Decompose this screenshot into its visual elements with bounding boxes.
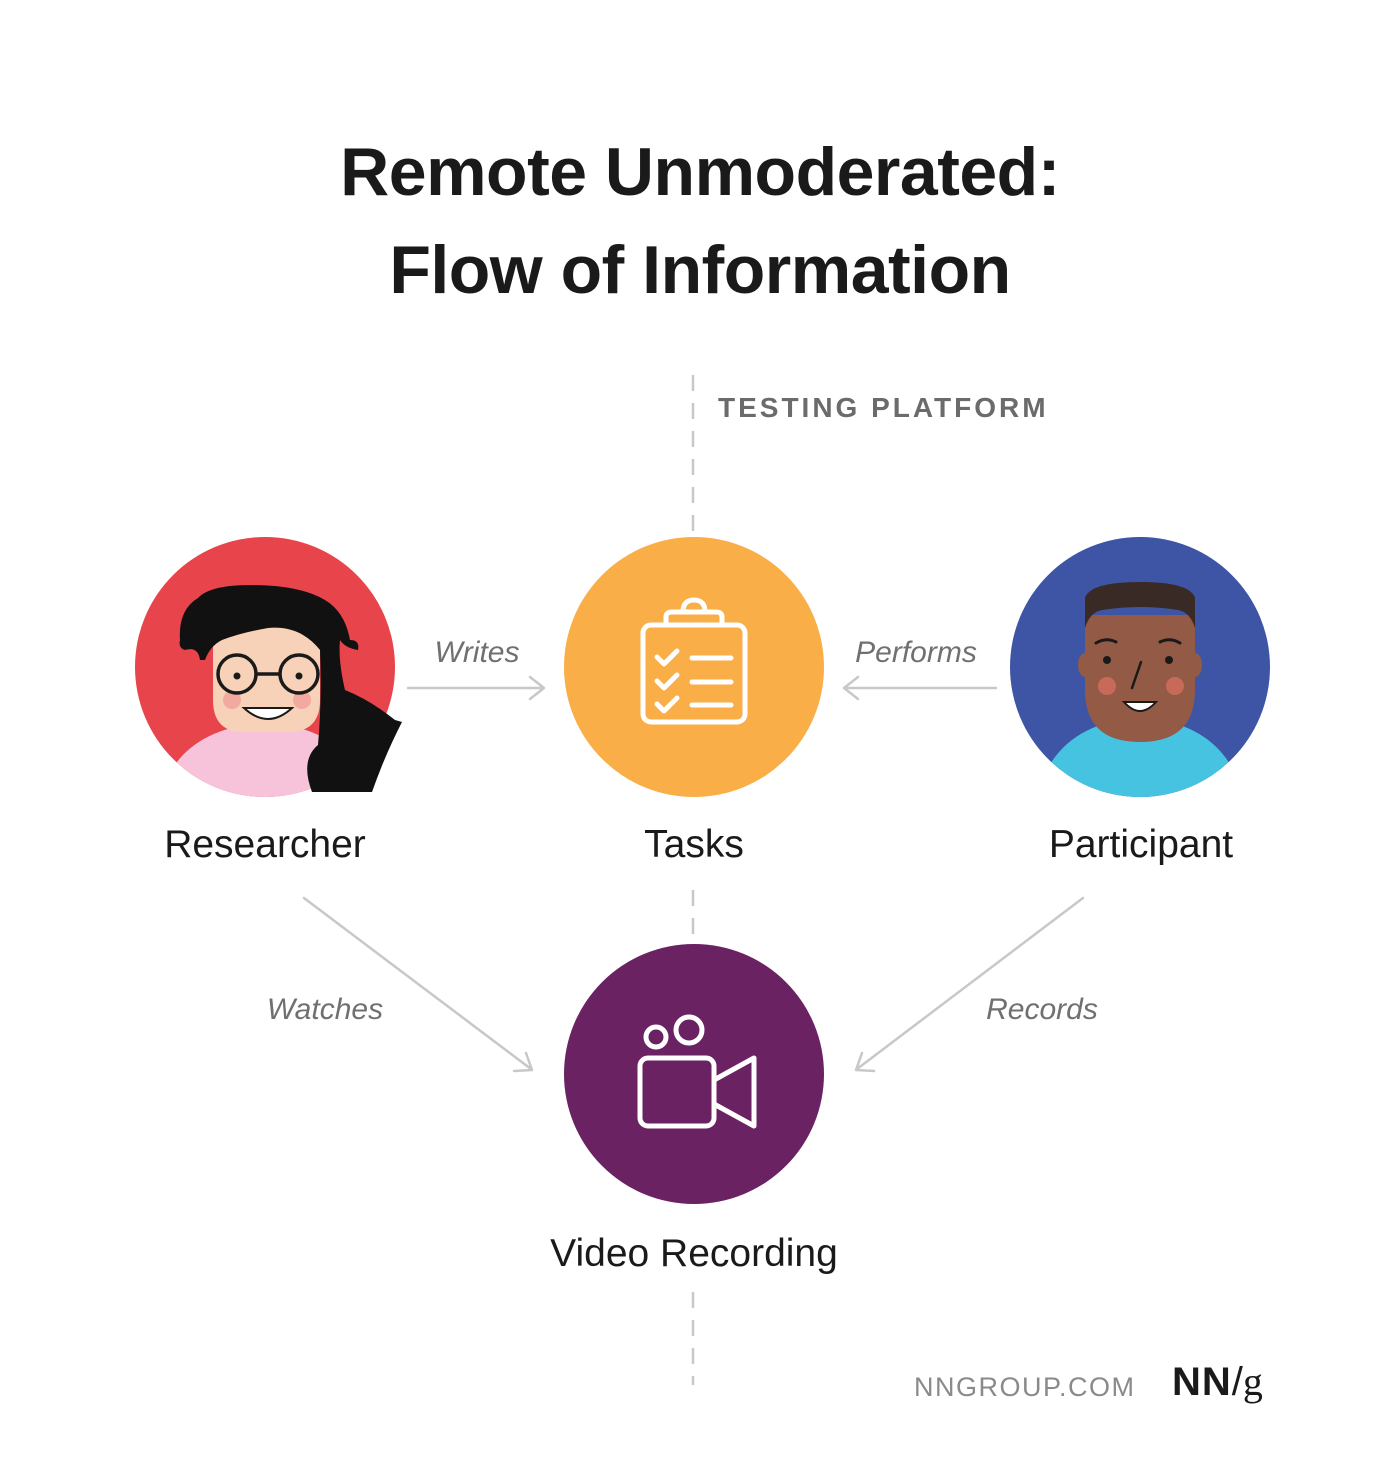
participant-label: Participant: [1048, 823, 1234, 866]
page-title-line-2: Flow of Information: [389, 232, 1011, 308]
writes-label: Writes: [434, 636, 520, 669]
testing-platform-label: TESTING PLATFORM: [718, 392, 1049, 423]
nng-logo: NN/g: [1172, 1359, 1263, 1404]
participant-avatar: [1010, 537, 1270, 797]
video-camera-icon: [637, 1014, 757, 1129]
logo-nn: NN: [1172, 1360, 1232, 1404]
researcher-label: Researcher: [164, 823, 366, 866]
video-circle: [564, 944, 824, 1204]
performs-label: Performs: [855, 636, 977, 669]
arrow-performs: [842, 675, 998, 701]
page-title-line-1: Remote Unmoderated:: [340, 134, 1060, 210]
watches-label: Watches: [266, 993, 384, 1026]
video-recording-label: Video Recording: [550, 1232, 838, 1275]
logo-g: g: [1242, 1359, 1263, 1404]
logo-slash: /: [1231, 1360, 1243, 1404]
video-recording-node: [564, 944, 824, 1204]
records-label: Records: [986, 993, 1098, 1026]
footer-site-link[interactable]: NNGROUP.COM: [914, 1372, 1136, 1402]
tasks-node: [564, 537, 824, 797]
arrow-records: [854, 896, 1085, 1073]
arrow-watches: [302, 896, 534, 1073]
researcher-avatar: [135, 537, 402, 797]
tasks-label: Tasks: [644, 823, 744, 866]
clipboard-checklist-icon: [640, 597, 748, 725]
tasks-circle: [564, 537, 824, 797]
arrow-writes: [406, 675, 546, 701]
